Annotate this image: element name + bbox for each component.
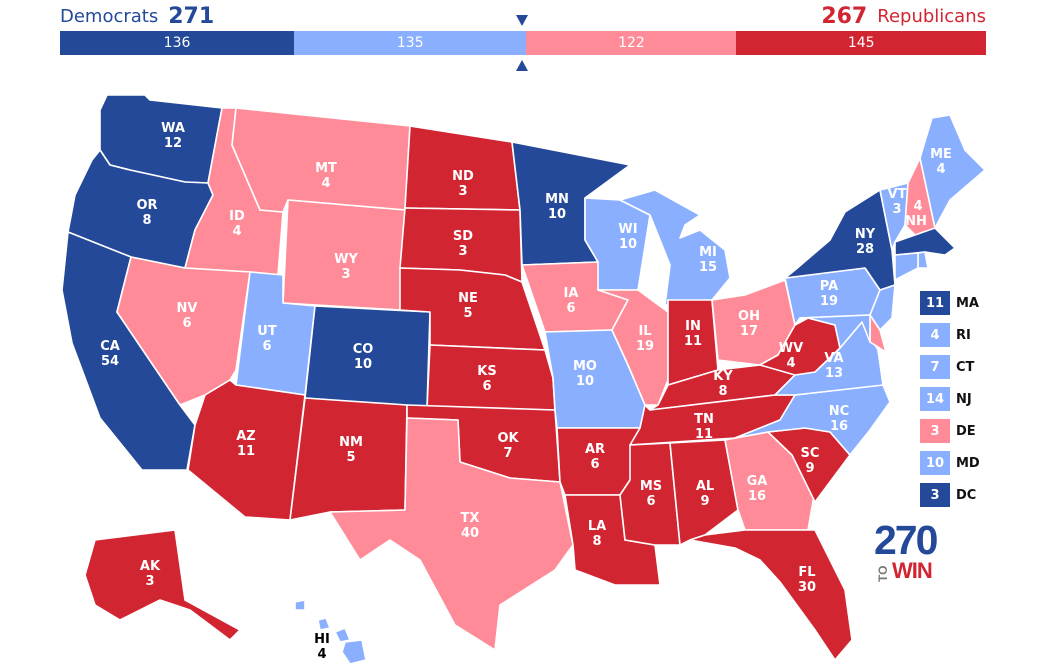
democrats-total: 271 (168, 4, 215, 29)
label-la: LA 8 (588, 519, 606, 549)
democrats-label: Democrats (60, 6, 159, 27)
label-oh: OH 17 (738, 309, 760, 339)
state-abbr: MA (956, 295, 979, 311)
state-abbr: MD (956, 455, 980, 471)
label-ca: CA 54 (100, 339, 120, 369)
small-state-md[interactable]: 10 MD (920, 450, 980, 476)
label-co: CO 10 (353, 342, 374, 372)
270-marker-top (516, 15, 528, 26)
ev-box: 14 (920, 387, 950, 411)
label-mo: MO 10 (573, 359, 597, 389)
small-state-dc[interactable]: 3 DC (920, 482, 976, 508)
state-md[interactable] (799, 314, 871, 349)
label-nh: 4 NH (905, 199, 927, 229)
label-az: AZ 11 (236, 429, 256, 459)
label-tn: TN 11 (694, 412, 714, 442)
state-ri[interactable] (917, 251, 929, 269)
small-state-de[interactable]: 3 DE (920, 418, 976, 444)
state-mi[interactable] (619, 189, 731, 306)
label-ak: AK 3 (140, 559, 161, 589)
small-state-ma[interactable]: 11 MA (920, 290, 979, 316)
label-pa: PA 19 (820, 279, 838, 309)
label-me: ME 4 (930, 147, 952, 177)
state-hi[interactable] (294, 599, 367, 665)
state-ak[interactable] (84, 529, 241, 641)
label-mt: MT 4 (315, 161, 337, 191)
label-hi: HI 4 (314, 632, 330, 662)
270towin-logo: 270 TO WIN (874, 517, 944, 583)
label-ny: NY 28 (855, 227, 876, 257)
label-mn: MN 10 (545, 192, 569, 222)
label-ok: OK 7 (497, 431, 519, 461)
270-marker-bottom (516, 60, 528, 71)
state-me[interactable] (919, 114, 986, 229)
label-nv: NV 6 (177, 301, 198, 331)
state-abbr: CT (956, 359, 975, 375)
tally-safe-rep: 145 (736, 31, 986, 55)
label-fl: FL 30 (798, 565, 816, 595)
logo-to: TO (876, 565, 890, 582)
label-va: VA 13 (824, 351, 843, 381)
state-mt[interactable] (231, 107, 411, 213)
state-il[interactable] (597, 289, 669, 406)
label-al: AL 9 (696, 479, 714, 509)
label-ga: GA 16 (747, 474, 768, 504)
state-fl[interactable] (689, 529, 853, 661)
label-wy: WY 3 (334, 252, 358, 282)
label-nc: NC 16 (829, 404, 849, 434)
state-nj[interactable] (869, 284, 896, 331)
republicans-label: Republicans (877, 6, 986, 27)
label-ia: IA 6 (564, 286, 579, 316)
label-sd: SD 3 (453, 229, 473, 259)
state-ma[interactable] (894, 227, 956, 256)
electoral-vote-bar: 136 135 122 145 (60, 31, 986, 55)
tally-lean-rep: 122 (526, 31, 737, 55)
state-vt[interactable] (879, 182, 909, 251)
state-ct[interactable] (894, 252, 919, 281)
ev-box: 7 (920, 355, 950, 379)
state-tx[interactable] (329, 417, 574, 651)
label-wi: WI 10 (618, 222, 637, 252)
ev-box: 4 (920, 323, 950, 347)
logo-win: WIN (892, 558, 933, 583)
republicans-header: 267 Republicans (821, 4, 986, 29)
tally-lean-dem: 135 (294, 31, 527, 55)
state-abbr: NJ (956, 391, 972, 407)
label-or: OR 8 (136, 198, 157, 228)
label-tx: TX 40 (461, 511, 480, 541)
label-ks: KS 6 (477, 364, 496, 394)
republicans-total: 267 (821, 4, 868, 29)
label-ut: UT 6 (257, 324, 277, 354)
tally-safe-dem: 136 (60, 31, 295, 55)
small-state-nj[interactable]: 14 NJ (920, 386, 972, 412)
label-ne: NE 5 (458, 291, 478, 321)
label-ky: KY 8 (713, 369, 733, 399)
label-in: IN 11 (684, 319, 702, 349)
label-ar: AR 6 (585, 442, 605, 472)
label-wv: WV 4 (779, 341, 803, 371)
label-vt: VT 3 (888, 187, 907, 217)
state-ny[interactable] (784, 189, 896, 291)
logo-number: 270 (874, 517, 938, 563)
small-state-ct[interactable]: 7 CT (920, 354, 974, 380)
label-nd: ND 3 (452, 169, 474, 199)
state-abbr: RI (956, 327, 971, 343)
label-nm: NM 5 (339, 435, 363, 465)
label-il: IL 19 (636, 324, 654, 354)
label-wa: WA 12 (161, 121, 185, 151)
state-labels: WA 12 OR 8 CA 54 ID 4 NV 6 MT 4 WY 3 UT 6 CO 10 A… (100, 121, 952, 662)
ev-box: 11 (920, 291, 950, 315)
label-mi: MI 15 (699, 245, 717, 275)
ev-box: 3 (920, 419, 950, 443)
label-ms: MS 6 (640, 479, 662, 509)
label-sc: SC 9 (801, 446, 820, 476)
ev-box: 10 (920, 451, 950, 475)
democrats-header: Democrats 271 (60, 4, 214, 29)
ev-box: 3 (920, 483, 950, 507)
state-abbr: DE (956, 423, 976, 439)
small-state-ri[interactable]: 4 RI (920, 322, 971, 348)
state-abbr: DC (956, 487, 977, 503)
label-id: ID 4 (229, 209, 245, 239)
